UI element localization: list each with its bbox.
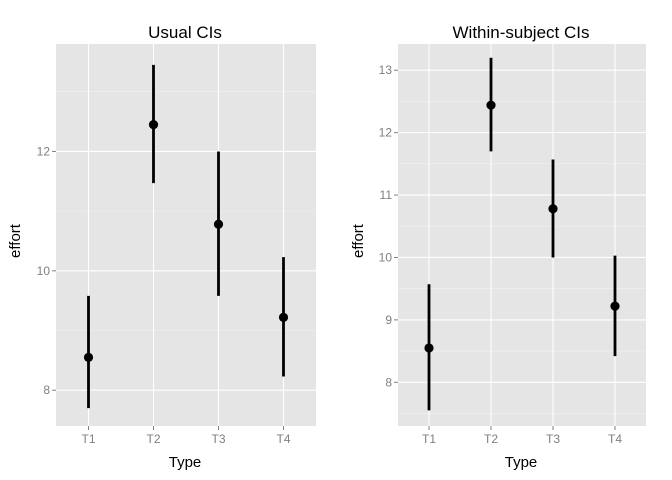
plot-background [56, 44, 316, 426]
x-tick-label: T1 [81, 432, 95, 446]
chart-title: Usual CIs [148, 23, 222, 42]
data-point [83, 352, 94, 362]
data-point [148, 119, 159, 130]
x-tick-label: T2 [484, 432, 498, 446]
data-point [610, 301, 620, 311]
y-tick-label: 11 [380, 188, 393, 202]
plot-background [398, 44, 646, 426]
data-point [278, 312, 289, 322]
x-tick-label: T4 [276, 432, 290, 446]
plot-layer: 8 9 10 11 12 13 T1 T2 T3 T4 [379, 44, 646, 446]
x-tick-label: T3 [546, 432, 560, 446]
data-point [424, 343, 434, 353]
within-subject-ci-panel: 8 9 10 11 12 13 T1 T2 T3 T4 Within-subject CIs Ty… [350, 23, 646, 471]
y-tick-label: 9 [385, 313, 392, 327]
chart-title: Within-subject CIs [453, 23, 590, 42]
y-tick-label: 10 [379, 250, 393, 264]
x-tick-label: T2 [146, 432, 160, 446]
x-tick-label: T3 [211, 432, 225, 446]
data-point [548, 204, 558, 214]
y-axis-title: effort [7, 223, 24, 258]
x-axis-title: Type [505, 454, 538, 471]
y-tick-label: 8 [43, 383, 50, 397]
y-tick-label: 13 [379, 63, 393, 77]
data-point [486, 100, 496, 110]
y-tick-label: 8 [385, 375, 392, 389]
y-tick-label: 10 [37, 264, 51, 278]
data-point [213, 219, 224, 229]
y-axis-title: effort [350, 223, 367, 258]
y-tick-label: 12 [37, 144, 51, 158]
x-tick-label: T1 [422, 432, 436, 446]
plot-layer: 8 10 12 T1 T2 T3 T4 [37, 44, 316, 446]
usual-ci-panel: 8 10 12 T1 T2 T3 T4 Usual CIs Type effort [7, 23, 316, 471]
x-axis-title: Type [169, 454, 202, 471]
x-tick-label: T4 [608, 432, 622, 446]
y-tick-label: 12 [379, 126, 393, 140]
